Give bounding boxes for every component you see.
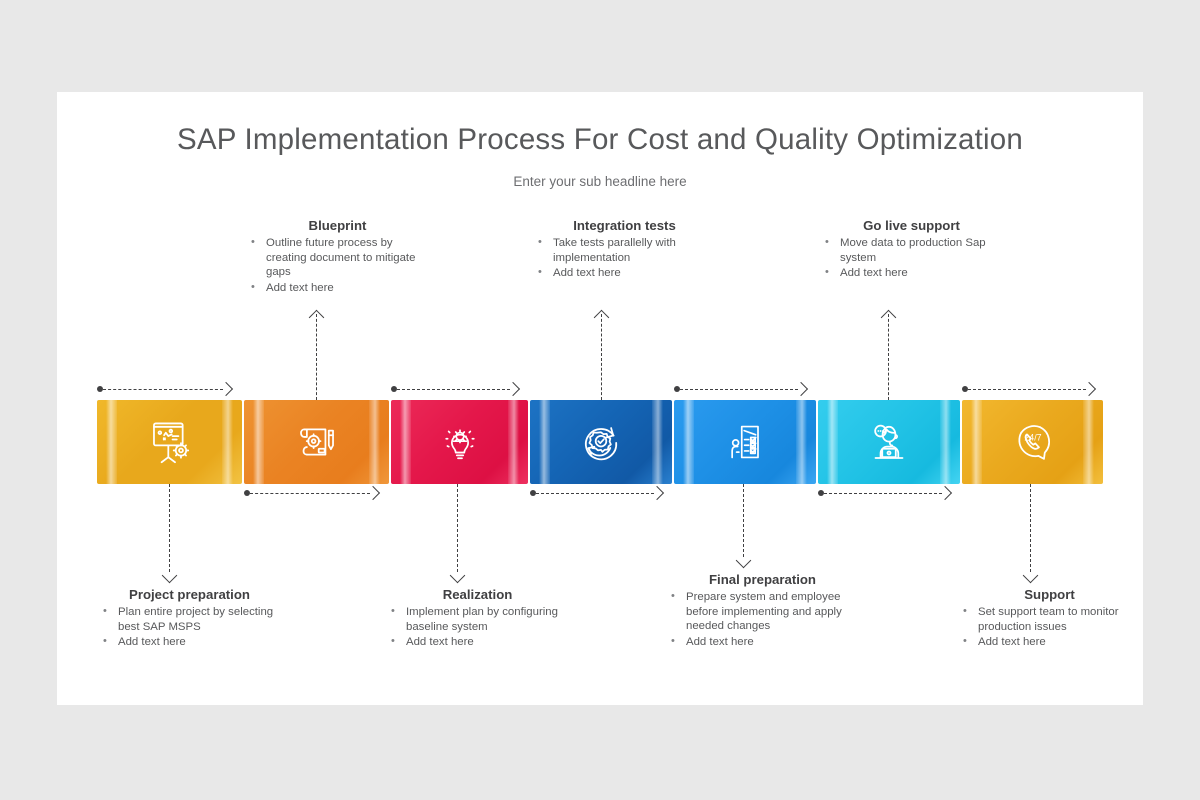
connector-dot-bottom-2: [530, 490, 536, 496]
connector-arrow-up-blueprint: [308, 309, 325, 326]
connector-arrow-down-realization: [449, 567, 466, 584]
connector-line-down-support: [1030, 484, 1031, 572]
page-subtitle: Enter your sub headline here: [513, 174, 687, 189]
list-item: Plan entire project by selecting best SA…: [97, 604, 282, 634]
connector-line-bottom-1: [250, 493, 370, 494]
connector-arrow-right-top-2: [505, 381, 521, 397]
step-block-blueprint: Blueprint Outline future process by crea…: [245, 218, 430, 296]
step-title-integration-tests: Integration tests: [573, 218, 676, 233]
step-block-support: Support Set support team to monitor prod…: [957, 587, 1142, 651]
connector-arrow-right-top-4: [1081, 381, 1097, 397]
list-item: Add text here: [385, 634, 570, 650]
connector-line-top-2: [397, 389, 510, 390]
process-bar-realization[interactable]: [391, 400, 528, 484]
step-title-go-live-support: Go live support: [863, 218, 960, 233]
connector-arrow-right-bottom-3: [937, 485, 953, 501]
list-item: Set support team to monitor production i…: [957, 604, 1142, 634]
step-title-final-preparation: Final preparation: [709, 572, 816, 587]
process-bar-blueprint[interactable]: [244, 400, 389, 484]
connector-arrow-right-bottom-1: [365, 485, 381, 501]
step-bullets-go-live-support: Move data to production Sap system Add t…: [819, 235, 1004, 281]
lightbulb-gear-icon: [391, 416, 528, 468]
step-bullets-support: Set support team to monitor production i…: [957, 604, 1142, 650]
connector-arrow-right-top-3: [793, 381, 809, 397]
connector-line-down-project-preparation: [169, 484, 170, 572]
step-block-final-preparation: Final preparation Prepare system and emp…: [665, 572, 860, 650]
list-item: Add text here: [665, 634, 860, 650]
strategy-board-gear-icon: [97, 415, 242, 469]
connector-arrow-down-final-preparation: [735, 552, 752, 569]
gear-cycle-check-icon: [530, 415, 672, 469]
list-item: Add text here: [819, 265, 1004, 281]
connector-line-up-go-live-support: [888, 314, 889, 400]
list-item: Add text here: [532, 265, 717, 281]
list-item: Implement plan by configuring baseline s…: [385, 604, 570, 634]
step-block-project-preparation: Project preparation Plan entire project …: [97, 587, 282, 651]
step-bullets-final-preparation: Prepare system and employee before imple…: [665, 589, 860, 650]
connector-line-up-integration-tests: [601, 314, 602, 400]
connector-line-down-final-preparation: [743, 484, 744, 557]
step-block-realization: Realization Implement plan by configurin…: [385, 587, 570, 651]
step-bullets-realization: Implement plan by configuring baseline s…: [385, 604, 570, 650]
connector-line-top-1: [103, 389, 223, 390]
support-agent-headset-icon: [818, 415, 960, 469]
step-title-project-preparation: Project preparation: [129, 587, 250, 602]
connector-dot-bottom-3: [818, 490, 824, 496]
step-bullets-project-preparation: Plan entire project by selecting best SA…: [97, 604, 282, 650]
connector-arrow-right-top-1: [218, 381, 234, 397]
connector-arrow-down-support: [1022, 567, 1039, 584]
list-item: Add text here: [97, 634, 282, 650]
connector-dot-top-3: [674, 386, 680, 392]
connector-dot-bottom-1: [244, 490, 250, 496]
process-bar-final-preparation[interactable]: [674, 400, 816, 484]
phone-24-7-icon: 24/7: [962, 415, 1103, 469]
connector-arrow-up-go-live-support: [880, 309, 897, 326]
connector-line-top-3: [680, 389, 798, 390]
connector-line-up-blueprint: [316, 314, 317, 400]
list-item: Outline future process by creating docum…: [245, 235, 430, 280]
connector-arrow-down-project-preparation: [161, 567, 178, 584]
process-bar-support[interactable]: 24/7: [962, 400, 1103, 484]
step-title-blueprint: Blueprint: [308, 218, 367, 233]
connector-line-bottom-3: [824, 493, 942, 494]
step-block-integration-tests: Integration tests Take tests parallelly …: [532, 218, 717, 282]
step-block-go-live-support: Go live support Move data to production …: [819, 218, 1004, 282]
list-item: Add text here: [245, 280, 430, 296]
list-item: Move data to production Sap system: [819, 235, 1004, 265]
slide-canvas: SAP Implementation Process For Cost and …: [57, 92, 1143, 705]
step-bullets-blueprint: Outline future process by creating docum…: [245, 235, 430, 296]
process-bar-project-preparation[interactable]: [97, 400, 242, 484]
connector-line-down-realization: [457, 484, 458, 572]
connector-dot-top-2: [391, 386, 397, 392]
page-title: SAP Implementation Process For Cost and …: [176, 123, 1023, 156]
step-title-realization: Realization: [442, 587, 513, 602]
list-item: Take tests parallelly with implementatio…: [532, 235, 717, 265]
connector-dot-top-1: [97, 386, 103, 392]
process-bar-integration-tests[interactable]: [530, 400, 672, 484]
process-bar-go-live-support[interactable]: [818, 400, 960, 484]
svg-text:24/7: 24/7: [1024, 433, 1041, 443]
step-title-support: Support: [1024, 587, 1075, 602]
connector-line-top-4: [968, 389, 1086, 390]
connector-dot-top-4: [962, 386, 968, 392]
connector-line-bottom-2: [536, 493, 654, 494]
checklist-person-icon: [674, 416, 816, 468]
connector-arrow-right-bottom-2: [649, 485, 665, 501]
blueprint-document-icon: [244, 415, 389, 469]
list-item: Add text here: [957, 634, 1142, 650]
list-item: Prepare system and employee before imple…: [665, 589, 860, 634]
connector-arrow-up-integration-tests: [593, 309, 610, 326]
step-bullets-integration-tests: Take tests parallelly with implementatio…: [532, 235, 717, 281]
